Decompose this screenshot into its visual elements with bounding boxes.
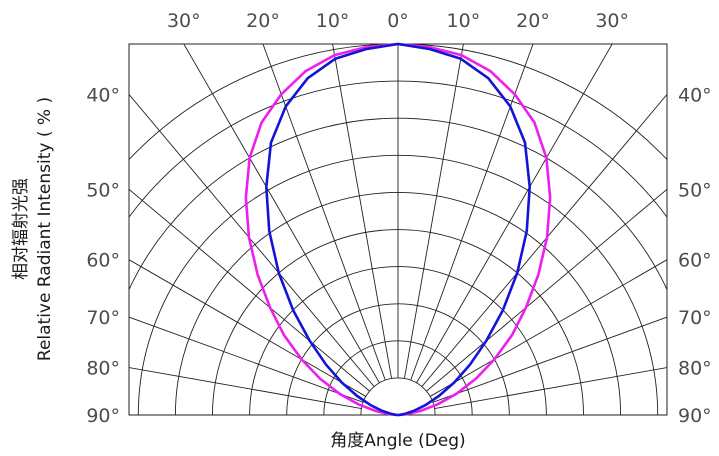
- left-tick-label: 60°: [86, 250, 120, 272]
- grid-spoke: [432, 316, 667, 403]
- grid-spoke: [183, 44, 380, 384]
- left-tick-label: 90°: [86, 405, 120, 427]
- y-axis-title-line-1: 相对辐射光强: [11, 178, 31, 280]
- left-tick-label: 40°: [86, 84, 120, 106]
- grid-spoke: [403, 44, 464, 379]
- grid-spoke: [129, 93, 375, 387]
- left-tick-label: 50°: [86, 179, 120, 201]
- polar-grid: [129, 44, 667, 415]
- grid-ring: [249, 266, 547, 415]
- grid-ring: [286, 303, 510, 415]
- y-axis-title: 相对辐射光强 Relative Radiant Intensity ( % ): [11, 97, 55, 361]
- right-tick-label: 60°: [678, 250, 712, 272]
- right-tick-label: 80°: [678, 358, 712, 380]
- x-axis-title: 角度Angle (Deg): [330, 431, 465, 451]
- intensity-curves: [244, 42, 552, 417]
- grid-spoke: [129, 188, 370, 392]
- grid-ring: [323, 340, 473, 415]
- grid-ring: [174, 192, 622, 415]
- top-tick-label: 10°: [447, 10, 481, 32]
- grid-spoke: [410, 44, 534, 381]
- top-tick-label: 0°: [387, 10, 409, 32]
- grid-spoke: [129, 367, 362, 410]
- y-axis-title-line-2: Relative Radiant Intensity ( % ): [35, 97, 55, 361]
- grid-spoke: [434, 367, 667, 410]
- right-tick-label: 40°: [678, 84, 712, 106]
- grid-ring: [137, 154, 659, 415]
- grid-spoke: [262, 44, 386, 381]
- top-tick-label: 10°: [316, 10, 350, 32]
- grid-spoke: [129, 316, 364, 403]
- grid-spoke: [416, 44, 613, 384]
- grid-ring: [129, 117, 667, 291]
- grid-spoke: [129, 259, 367, 397]
- grid-ring: [212, 229, 584, 415]
- right-tick-label: 90°: [678, 405, 712, 427]
- grid-ring: [129, 44, 667, 161]
- top-tick-label: 20°: [246, 10, 280, 32]
- left-tick-label: 80°: [86, 358, 120, 380]
- top-tick-label: 30°: [167, 10, 201, 32]
- right-tick-label: 50°: [678, 179, 712, 201]
- grid-spoke: [332, 44, 393, 379]
- grid-spoke: [426, 188, 667, 392]
- right-tick-label: 70°: [678, 307, 712, 329]
- grid-spoke: [429, 259, 667, 397]
- top-tick-label: 20°: [516, 10, 550, 32]
- grid-ring: [129, 80, 667, 219]
- intensity-curve-2: [265, 42, 531, 417]
- left-tick-label: 70°: [86, 307, 120, 329]
- tick-labels: 30° 20° 10° 0° 10° 20° 30° 40° 40° 50° 50° 60° 60° 70…: [86, 10, 711, 427]
- top-tick-label: 30°: [595, 10, 629, 32]
